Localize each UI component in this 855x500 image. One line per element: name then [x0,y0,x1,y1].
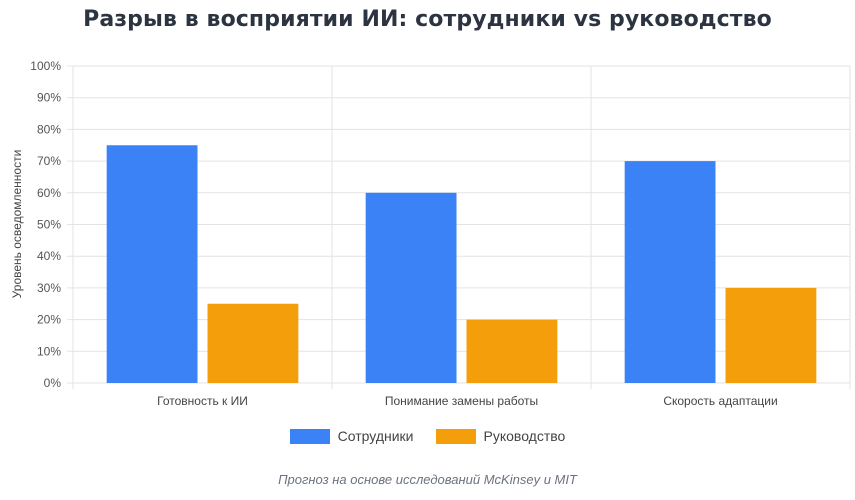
bar-management[interactable] [466,319,558,383]
y-tick-label: 90% [37,91,61,105]
bar-employees[interactable] [365,192,457,383]
x-tick-label: Скорость адаптации [663,394,777,408]
x-tick-label: Понимание замены работы [385,394,538,408]
y-tick-label: 10% [37,344,61,358]
y-tick-label: 60% [37,186,61,200]
bar-management[interactable] [207,303,299,383]
y-tick-label: 100% [30,59,61,73]
bar-chart: 0% 10% 20% 30% 40% 50% 60% 70% 80% 90% 100% Готовно… [10,59,851,408]
y-tick-label: 0% [44,376,62,390]
legend-label: Руководство [483,428,566,444]
y-tick-label: 70% [37,154,61,168]
y-tick-label: 20% [37,313,61,327]
bars-layer [106,145,817,383]
legend-item[interactable]: Сотрудники [289,428,414,444]
footnote: Прогноз на основе исследований McKinsey … [278,472,577,487]
legend: Сотрудники Руководство [0,428,855,444]
y-tick-label: 80% [37,122,61,136]
chart-title: Разрыв в восприятии ИИ: сотрудники vs ру… [83,7,772,32]
bar-employees[interactable] [106,145,198,383]
legend-swatch [435,428,476,444]
legend-item[interactable]: Руководство [435,428,566,444]
y-tick-label: 30% [37,281,61,295]
legend-swatch [289,428,330,444]
y-axis-title: Уровень осведомленности [10,150,24,299]
axis-layer: 0% 10% 20% 30% 40% 50% 60% 70% 80% 90% 100% Готовно… [30,59,777,408]
y-tick-label: 40% [37,249,61,263]
bar-management[interactable] [725,287,817,383]
y-tick-label: 50% [37,218,61,232]
legend-label: Сотрудники [337,428,414,444]
x-tick-label: Готовность к ИИ [157,394,248,408]
bar-employees[interactable] [624,161,716,383]
